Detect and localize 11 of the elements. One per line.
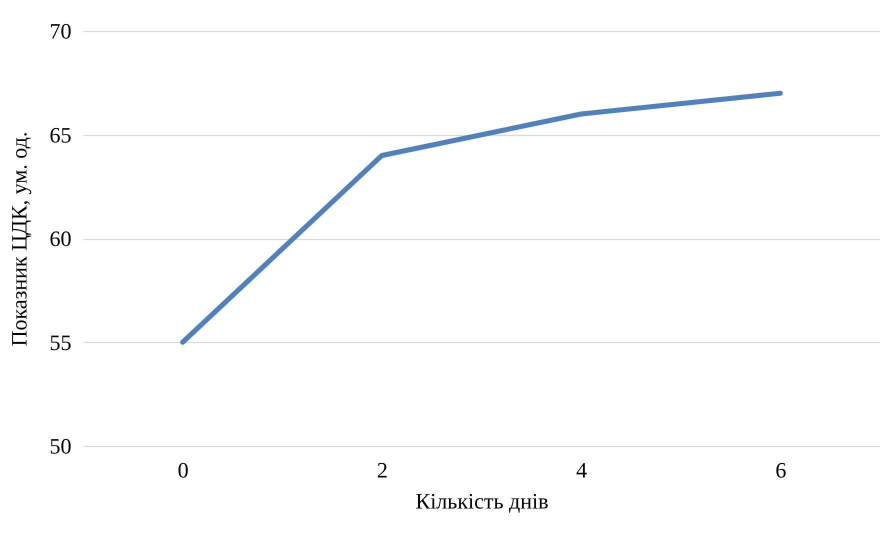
y-tick-label: 60	[50, 226, 72, 251]
x-tick-label: 2	[376, 458, 388, 482]
x-tick-label: 4	[576, 458, 588, 482]
y-tick-label: 55	[50, 330, 72, 355]
y-tick-label: 65	[50, 122, 72, 148]
x-tick-label: 6	[775, 458, 786, 482]
y-tick-label: 50	[50, 434, 72, 458]
x-tick-label: 0	[178, 458, 189, 482]
x-axis-title: Кількість днів	[416, 488, 548, 514]
y-tick-label: 70	[50, 18, 72, 44]
y-axis-title: Показник ЦДК, ум. од.	[6, 132, 32, 346]
